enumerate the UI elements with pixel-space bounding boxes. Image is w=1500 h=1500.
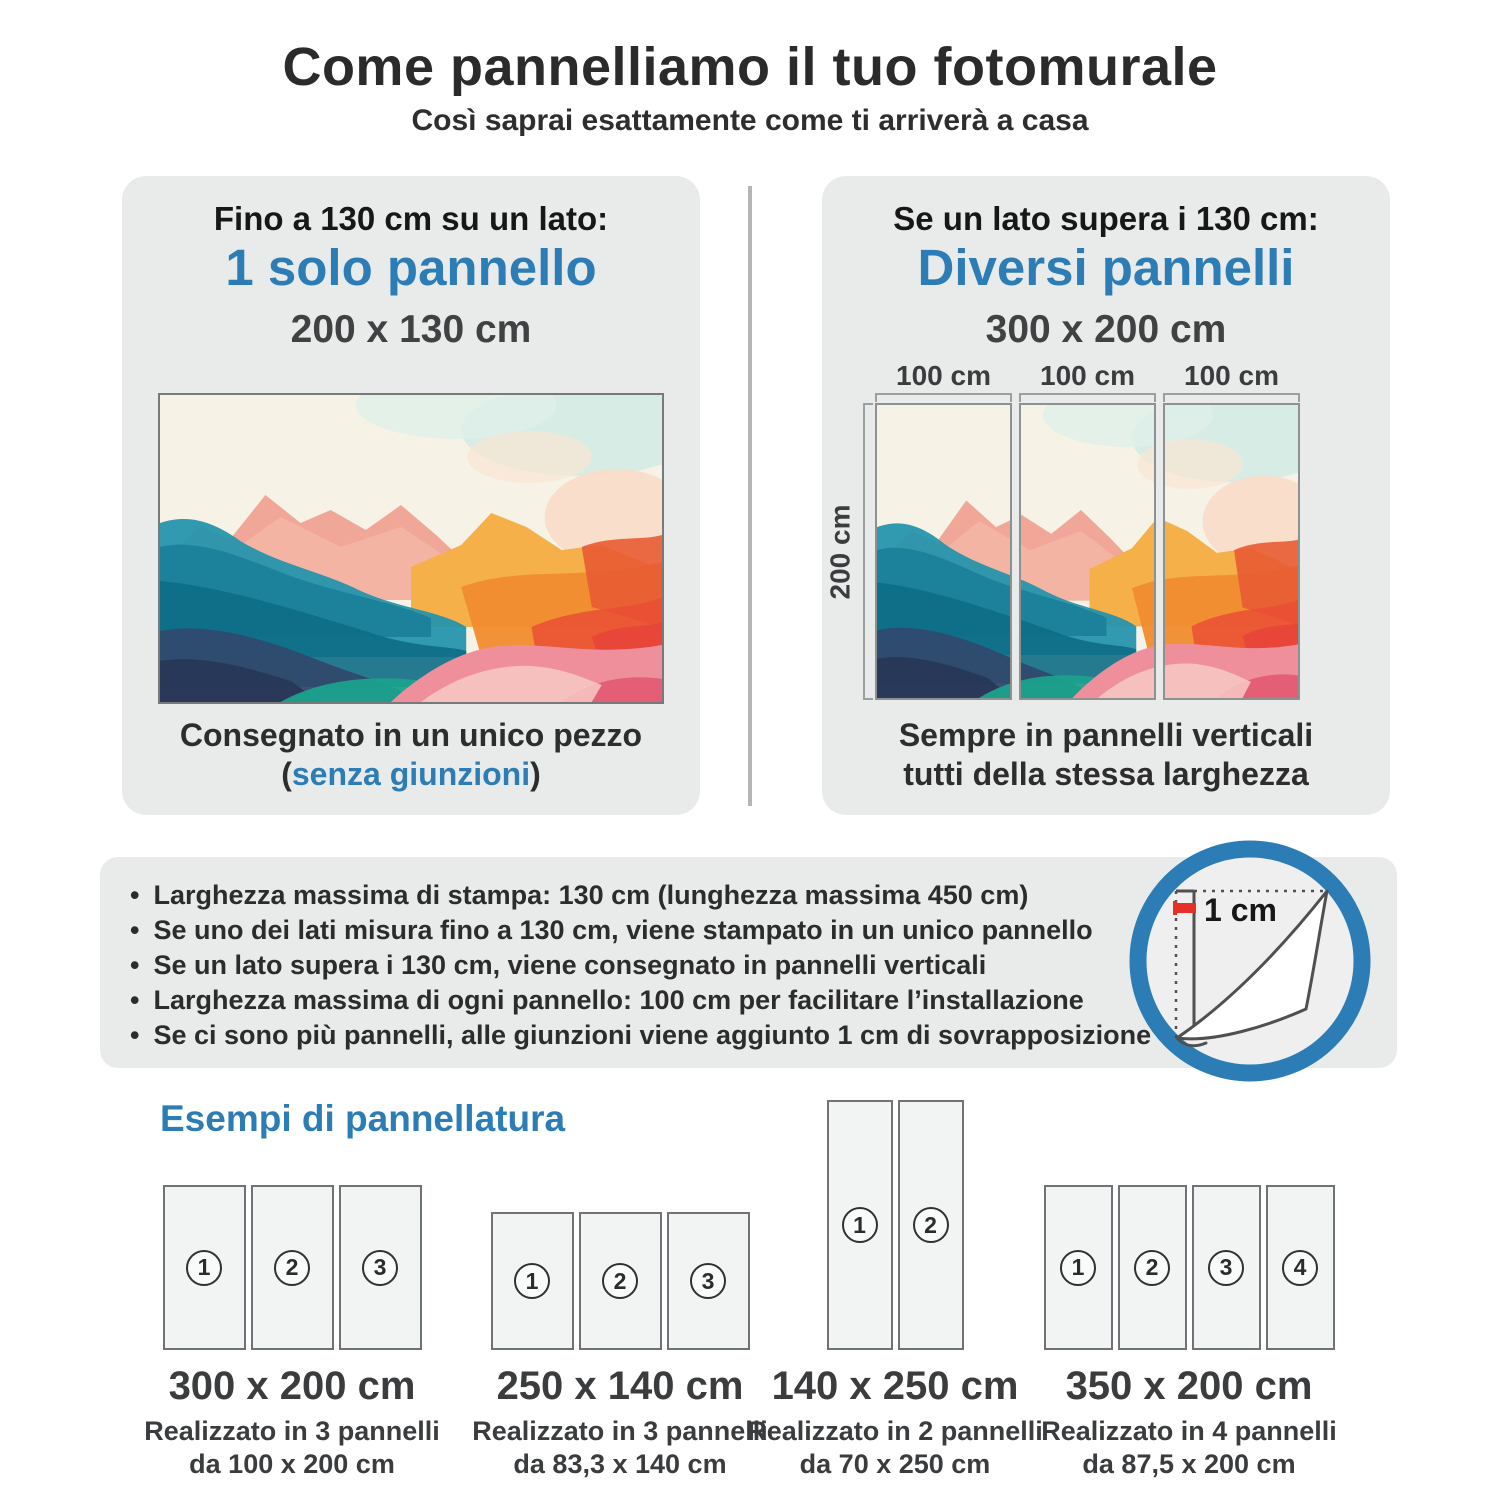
watercolor-artwork <box>877 405 1010 698</box>
example-description: Realizzato in 3 pannelli da 100 x 200 cm <box>144 1416 440 1479</box>
example-group: 1 2 140 x 250 cm Realizzato in 2 pannelli da… <box>745 1100 1045 1481</box>
cards-divider <box>748 186 752 806</box>
example-panel: 3 <box>666 1212 750 1350</box>
width-dimension-bracket <box>1163 393 1300 402</box>
multi-panel-size: 300 x 200 cm <box>985 308 1227 351</box>
single-panel-condition: Fino a 130 cm su un lato: <box>213 200 609 237</box>
example-size: 350 x 200 cm <box>1065 1364 1313 1408</box>
panel-number-badge: 4 <box>1282 1249 1318 1286</box>
example-panels: 1 2 3 <box>470 1100 770 1350</box>
panel-number-badge: 3 <box>362 1249 398 1286</box>
example-description: Realizzato in 4 pannelli da 87,5 x 200 cm <box>1041 1416 1337 1479</box>
example-size: 250 x 140 cm <box>496 1364 744 1408</box>
caption-line-1: Sempre in pannelli verticali <box>898 717 1314 753</box>
panel-number-badge: 1 <box>514 1263 550 1299</box>
panel-number-badge: 3 <box>1208 1249 1244 1286</box>
rule-item: Se ci sono più pannelli, alle giunzioni … <box>130 1018 1397 1053</box>
example-panel: 4 <box>1265 1185 1335 1350</box>
caption-line-2: tutti della stessa larghezza <box>903 756 1309 792</box>
width-dimension-label: 100 cm <box>1040 360 1135 391</box>
example-size: 140 x 250 cm <box>771 1364 1019 1408</box>
single-panel-result: 1 solo pannello <box>225 239 597 296</box>
panel-number-badge: 1 <box>186 1249 222 1286</box>
caption-line-1: Consegnato in un unico pezzo <box>179 717 643 753</box>
panel-number-badge: 3 <box>690 1263 726 1299</box>
width-dimension-bracket <box>875 393 1012 402</box>
overlap-badge: 1 cm <box>1120 831 1380 1091</box>
width-dimension-label: 100 cm <box>1184 360 1279 391</box>
panel-number-badge: 2 <box>274 1249 310 1286</box>
example-group: 1 2 3 250 x 140 cm Realizzato in 3 pannelli d… <box>470 1100 770 1481</box>
panel-number-badge: 1 <box>1060 1249 1096 1286</box>
example-size: 300 x 200 cm <box>168 1364 416 1408</box>
panel-number-badge: 1 <box>841 1207 878 1243</box>
page-curl-overlap-icon: 1 cm <box>1129 840 1371 1082</box>
example-group: 1 2 3 4 350 x 200 cm Realizzato in 4 pannelli… <box>1039 1100 1339 1481</box>
multi-panel-caption: Sempre in pannelli verticali tutti della… <box>822 716 1390 794</box>
caption-highlight: senza giunzioni <box>291 756 531 792</box>
example-panel: 1 <box>162 1185 246 1350</box>
rule-item: Larghezza massima di stampa: 130 cm (lun… <box>130 878 1397 913</box>
example-panel: 2 <box>1117 1185 1187 1350</box>
example-description: Realizzato in 2 pannelli da 70 x 250 cm <box>747 1416 1043 1479</box>
mural-panel-slice <box>1163 403 1300 700</box>
height-dimension-bracket <box>863 403 873 700</box>
mural-panel-slice <box>875 403 1012 700</box>
mural-panel-slice <box>1019 403 1156 700</box>
mural-artwork-single <box>158 393 664 704</box>
width-dimension-label: 100 cm <box>896 360 991 391</box>
example-panel: 2 <box>897 1100 964 1350</box>
page-subtitle: Così saprai esattamente come ti arriverà… <box>411 104 1089 137</box>
examples-heading: Esempi di pannellatura <box>160 1098 566 1139</box>
single-panel-caption: Consegnato in un unico pezzo (senza giun… <box>122 716 700 794</box>
single-panel-card: Fino a 130 cm su un lato: 1 solo pannell… <box>122 176 700 815</box>
watercolor-artwork <box>160 395 662 702</box>
example-panel: 2 <box>250 1185 334 1350</box>
rules-list: Larghezza massima di stampa: 130 cm (lun… <box>100 857 1397 1053</box>
watercolor-artwork <box>1165 405 1298 698</box>
caption-line-2: (senza giunzioni) <box>281 756 541 792</box>
example-panel: 2 <box>578 1212 662 1350</box>
watercolor-artwork <box>1021 405 1154 698</box>
example-panel: 1 <box>490 1212 574 1350</box>
height-dimension-label: 200 cm <box>824 504 855 599</box>
example-panel: 3 <box>338 1185 422 1350</box>
panel-number-badge: 2 <box>1134 1249 1170 1286</box>
width-dimension-bracket <box>1019 393 1156 402</box>
overlap-measure-label: 1 cm <box>1204 892 1277 928</box>
rule-item: Se uno dei lati misura fino a 130 cm, vi… <box>130 913 1397 948</box>
panel-number-badge: 2 <box>602 1263 638 1299</box>
single-panel-size: 200 x 130 cm <box>290 308 532 351</box>
rule-item: Se un lato supera i 130 cm, viene conseg… <box>130 948 1397 983</box>
example-panel: 3 <box>1191 1185 1261 1350</box>
example-panel: 1 <box>1043 1185 1113 1350</box>
panel-number-badge: 2 <box>912 1207 949 1243</box>
example-group: 1 2 3 300 x 200 cm Realizzato in 3 pannelli d… <box>142 1100 442 1481</box>
page-title: Come pannelliamo il tuo fotomurale <box>282 37 1218 97</box>
example-description: Realizzato in 3 pannelli da 83,3 x 140 cm <box>472 1416 768 1479</box>
example-panels: 1 2 3 <box>142 1100 442 1350</box>
multi-panel-condition: Se un lato supera i 130 cm: <box>893 200 1319 237</box>
rule-item: Larghezza massima di ogni pannello: 100 … <box>130 983 1397 1018</box>
multi-panel-card: Se un lato supera i 130 cm: Diversi pann… <box>822 176 1390 815</box>
example-panels: 1 2 3 4 <box>1039 1100 1339 1350</box>
example-panel: 1 <box>826 1100 893 1350</box>
multi-panel-result: Diversi pannelli <box>917 239 1295 296</box>
